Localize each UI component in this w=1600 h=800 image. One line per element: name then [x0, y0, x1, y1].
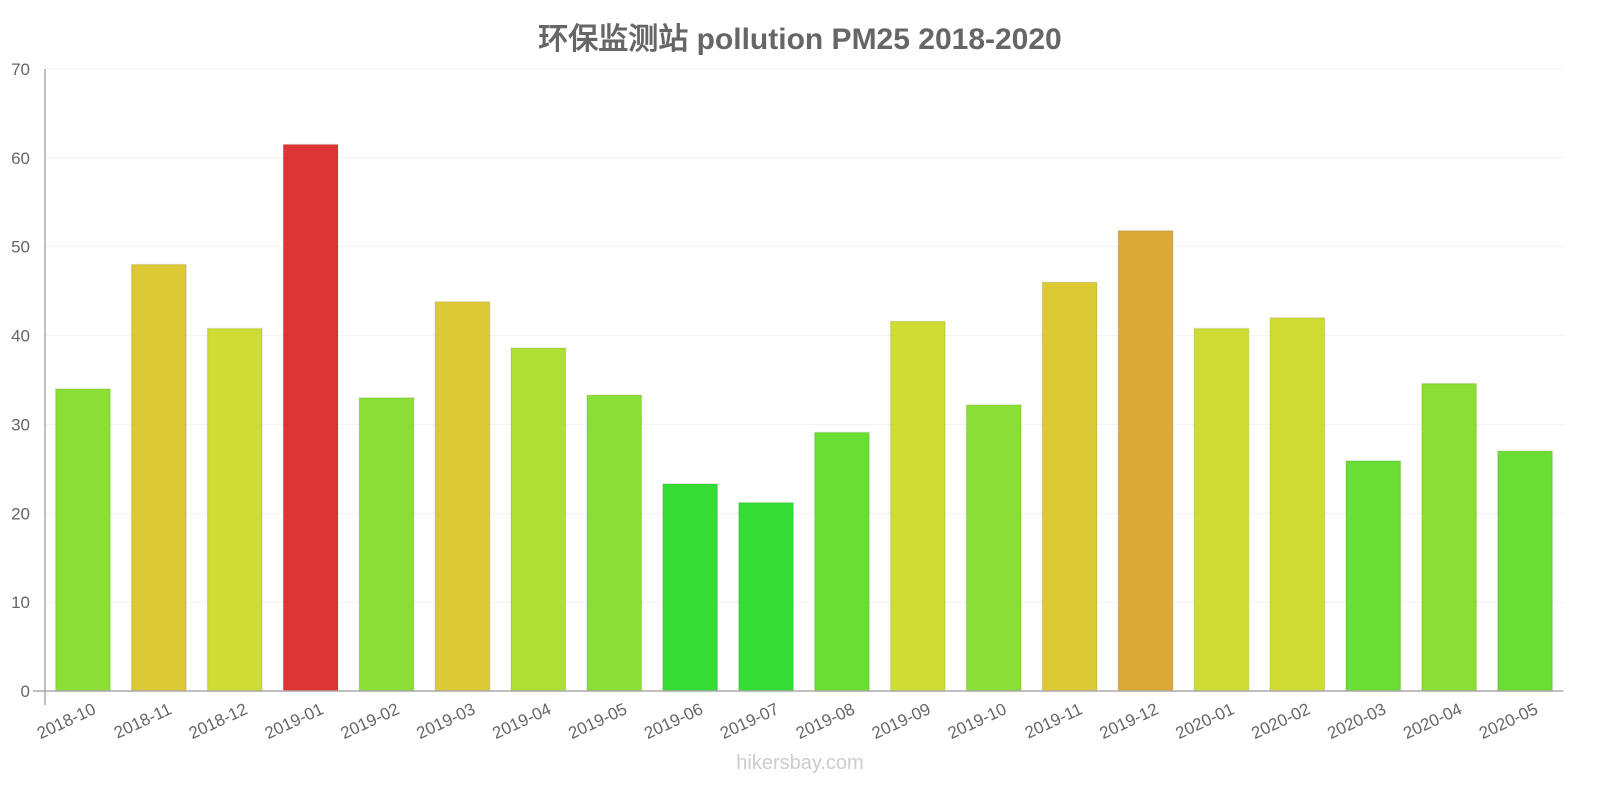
x-tick-label: 2020-04 — [1400, 699, 1465, 743]
x-tick-label: 2019-11 — [1022, 699, 1085, 742]
bar-2019-11 — [1041, 281, 1098, 692]
x-tick-label: 2019-04 — [489, 699, 554, 743]
x-tick-label: 2020-02 — [1248, 699, 1313, 743]
bar-2019-12 — [1117, 229, 1174, 692]
x-tick-label: 2019-06 — [641, 699, 706, 743]
y-tick-label: 70 — [11, 60, 30, 79]
bar-2019-05 — [586, 394, 643, 692]
x-tick-label: 2020-05 — [1476, 699, 1541, 743]
bar-2019-08 — [813, 431, 871, 692]
y-tick-label: 40 — [11, 327, 30, 346]
y-tick-label: 10 — [11, 593, 30, 612]
x-tick-label: 2018-12 — [186, 699, 251, 743]
x-tick-label: 2019-03 — [414, 699, 479, 743]
x-tick-label: 2019-05 — [565, 699, 630, 743]
y-tick-label: 20 — [11, 504, 30, 523]
bar-2019-10 — [965, 404, 1022, 692]
x-tick-label: 2018-10 — [34, 699, 99, 743]
x-tick-label: 2019-07 — [717, 699, 782, 743]
y-tick-label: 0 — [21, 682, 30, 701]
x-tick-label: 2020-01 — [1173, 699, 1238, 743]
bar-2020-01 — [1193, 327, 1250, 692]
bar-2020-03 — [1345, 460, 1402, 692]
chart-title: 环保监测站 pollution PM25 2018-2020 — [538, 23, 1062, 56]
x-tick-label: 2019-12 — [1097, 699, 1162, 743]
bar-2019-03 — [434, 301, 491, 692]
x-tick-label: 2019-09 — [869, 699, 934, 743]
x-tick-label: 2019-01 — [262, 699, 327, 743]
bar-2020-05 — [1496, 450, 1554, 692]
x-tick-label: 2019-02 — [338, 699, 403, 743]
y-tick-label: 60 — [11, 149, 30, 168]
bar-2019-09 — [889, 320, 946, 692]
bar-2018-12 — [206, 327, 263, 692]
bar-2018-10 — [54, 388, 112, 692]
x-tick-label: 2020-03 — [1324, 699, 1389, 743]
bar-2019-06 — [662, 483, 719, 692]
watermark: hikersbay.com — [736, 752, 864, 774]
bar-2018-11 — [130, 263, 187, 692]
y-tick-label: 50 — [11, 238, 30, 257]
bar-2020-04 — [1421, 382, 1478, 692]
x-tick-label: 2018-11 — [111, 699, 174, 742]
x-tick-label: 2019-08 — [793, 699, 858, 743]
bar-2019-07 — [737, 501, 795, 692]
bar-2019-02 — [358, 397, 415, 692]
bar-2019-04 — [510, 347, 567, 692]
bar-2020-02 — [1269, 317, 1326, 692]
y-tick-label: 30 — [11, 415, 30, 434]
bar-2019-01 — [282, 143, 339, 692]
x-tick-label: 2019-10 — [945, 699, 1010, 743]
